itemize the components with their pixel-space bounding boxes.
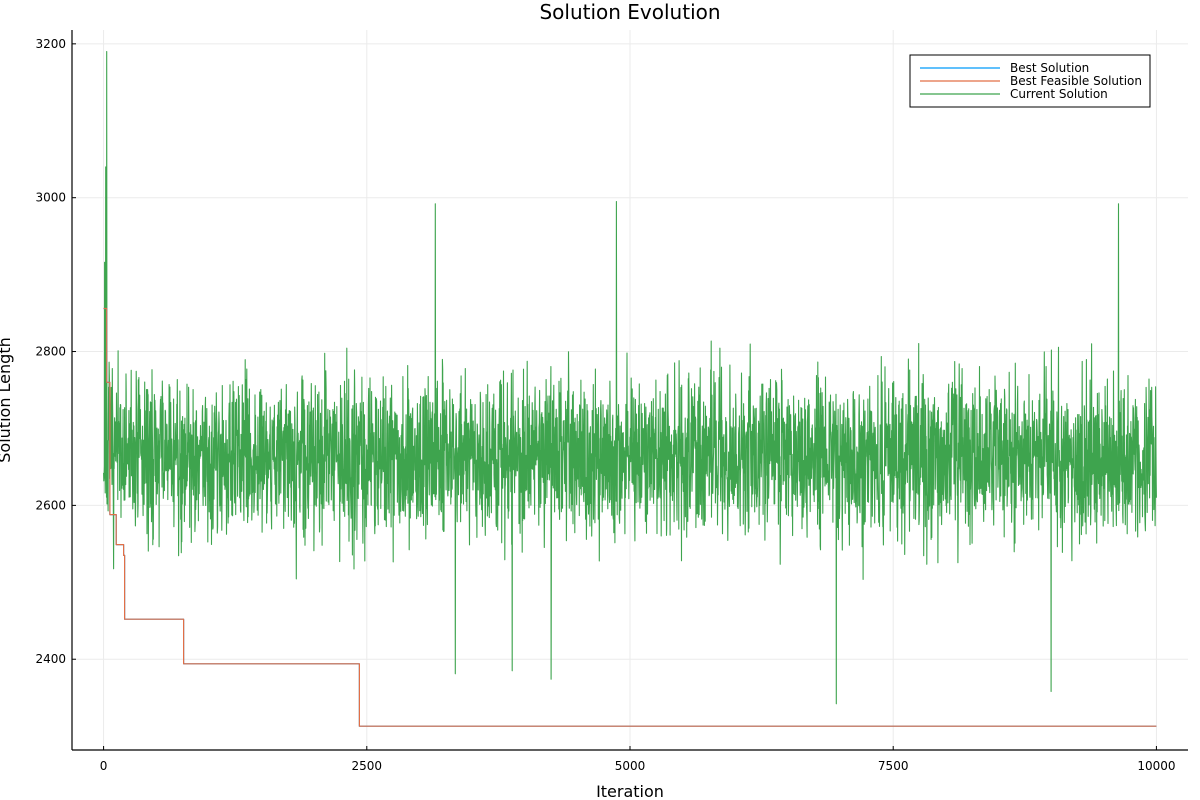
y-axis-title: Solution Length <box>0 337 14 462</box>
y-tick-label: 2400 <box>35 652 66 666</box>
x-tick-label: 0 <box>100 759 108 773</box>
y-ticks: 2400 2600 2800 3000 3200 <box>35 37 76 666</box>
y-tick-label: 3200 <box>35 37 66 51</box>
series-line-current-solution <box>103 50 1157 705</box>
legend: Best Solution Best Feasible Solution Cur… <box>909 54 1151 108</box>
series-layer <box>103 50 1157 727</box>
chart-title: Solution Evolution <box>539 0 720 24</box>
legend-label-best-feasible-solution: Best Feasible Solution <box>1010 74 1142 88</box>
legend-label-current-solution: Current Solution <box>1010 87 1108 101</box>
y-tick-label: 2800 <box>35 345 66 359</box>
x-axis-title: Iteration <box>596 782 664 800</box>
x-tick-label: 2500 <box>352 759 383 773</box>
x-tick-label: 7500 <box>878 759 909 773</box>
y-tick-label: 3000 <box>35 191 66 205</box>
legend-label-best-solution: Best Solution <box>1010 61 1089 75</box>
x-tick-label: 5000 <box>615 759 646 773</box>
x-ticks: 0 2500 5000 7500 10000 <box>100 746 1176 773</box>
series-line-best-feasible-solution <box>103 307 1157 727</box>
x-tick-label: 10000 <box>1137 759 1175 773</box>
grid <box>72 30 1188 750</box>
y-tick-label: 2600 <box>35 498 66 512</box>
